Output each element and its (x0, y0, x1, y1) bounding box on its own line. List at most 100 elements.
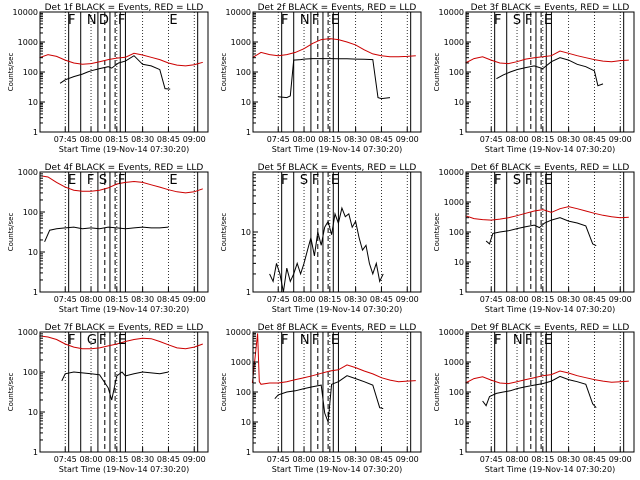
y-tick-label: 1 (33, 448, 38, 457)
y-tick-label: 10000 (13, 8, 38, 17)
y-tick-label: 10 (241, 418, 251, 427)
series-events-line (269, 206, 384, 293)
segment-marker-label: S (300, 173, 308, 188)
series-lld-line (465, 206, 629, 221)
x-tick-label: 09:00 (396, 295, 419, 304)
panel-title: Det 6f BLACK = Events, RED = LLD (471, 163, 630, 173)
segment-marker-label: F (494, 173, 501, 188)
segment-marker-label: N (300, 13, 310, 28)
x-tick-label: 08:15 (105, 455, 128, 464)
panel-title: Det 3f BLACK = Events, RED = LLD (471, 3, 630, 13)
y-tick-label: 1 (33, 128, 38, 137)
y-tick-label: 10000 (226, 328, 251, 337)
y-tick-label: 10000 (226, 8, 251, 17)
y-axis-label: Counts/sec (7, 53, 15, 92)
x-tick-label: 08:45 (370, 455, 393, 464)
x-tick-label: 07:45 (267, 455, 290, 464)
x-tick-label: 07:45 (267, 135, 290, 144)
y-axis-label: Counts/sec (433, 53, 441, 92)
x-tick-label: 08:00 (505, 295, 528, 304)
series-lld-line (39, 335, 203, 350)
panel-title: Det 4f BLACK = Events, RED = LLD (45, 163, 204, 173)
x-tick-label: 08:30 (557, 135, 580, 144)
segment-marker-label: S (513, 173, 521, 188)
x-tick-label: 08:30 (131, 135, 154, 144)
y-tick-label: 100 (449, 228, 464, 237)
x-tick-label: 08:00 (79, 135, 102, 144)
y-tick-label: 1000 (444, 358, 464, 367)
segment-marker-label: F (312, 13, 319, 28)
y-tick-label: 1 (246, 128, 251, 137)
series-events-line (278, 58, 391, 100)
panel-title: Det 7f BLACK = Events, RED = LLD (45, 323, 204, 333)
x-tick-label: 08:15 (531, 455, 554, 464)
y-tick-label: 10 (28, 408, 38, 417)
y-tick-label: 10000 (439, 328, 464, 337)
x-tick-label: 08:30 (131, 295, 154, 304)
x-tick-label: 08:00 (292, 295, 315, 304)
y-tick-label: 1000 (231, 358, 251, 367)
x-tick-label: 08:45 (157, 135, 180, 144)
segment-marker-label: F (525, 13, 532, 28)
x-tick-label: 08:00 (79, 455, 102, 464)
series-lld-line (39, 52, 203, 67)
x-tick-label: 08:00 (505, 455, 528, 464)
series-events-line (44, 226, 169, 243)
series-events-line (274, 375, 384, 423)
series-events-line (496, 57, 604, 87)
y-tick-label: 100 (236, 68, 251, 77)
y-axis-label: Counts/sec (220, 53, 228, 92)
x-tick-label: 09:00 (396, 135, 419, 144)
y-tick-label: 10 (454, 258, 464, 267)
series-events-line (482, 375, 597, 409)
plot-frame (39, 331, 209, 453)
x-tick-label: 08:15 (105, 135, 128, 144)
y-tick-label: 1000 (231, 38, 251, 47)
x-tick-label: 09:00 (609, 135, 632, 144)
segment-marker-label: E (331, 173, 339, 188)
y-tick-label: 10 (454, 98, 464, 107)
segment-marker-label: N (300, 333, 310, 348)
x-tick-label: 07:45 (54, 135, 77, 144)
x-tick-label: 08:45 (157, 455, 180, 464)
segment-marker-label: E (68, 173, 76, 188)
plot-frame (39, 171, 209, 293)
x-tick-label: 07:45 (267, 295, 290, 304)
series-lld-line (251, 333, 416, 385)
y-tick-label: 1 (459, 128, 464, 137)
series-events-line (485, 217, 597, 247)
segment-marker-label: F (118, 173, 125, 188)
segment-marker-label: F (281, 173, 288, 188)
segment-marker-label: E (169, 13, 177, 28)
segment-marker-label: F (312, 333, 319, 348)
y-tick-label: 10 (241, 228, 251, 237)
y-tick-label: 100 (23, 68, 38, 77)
y-tick-label: 100 (23, 368, 38, 377)
x-tick-label: 08:30 (557, 295, 580, 304)
y-tick-label: 1000 (444, 198, 464, 207)
x-tick-label: 08:45 (583, 295, 606, 304)
y-axis-label: Counts/sec (433, 213, 441, 252)
y-tick-label: 10 (28, 98, 38, 107)
series-events-line (61, 371, 169, 401)
x-axis-label: Start Time (19-Nov-14 07:30:20) (59, 465, 189, 474)
y-tick-label: 1000 (444, 38, 464, 47)
x-tick-label: 09:00 (609, 295, 632, 304)
y-tick-label: 1000 (18, 38, 38, 47)
segment-marker-label: E (544, 333, 552, 348)
x-axis-label: Start Time (19-Nov-14 07:30:20) (485, 465, 615, 474)
y-tick-label: 1000 (18, 328, 38, 337)
x-tick-label: 08:45 (157, 295, 180, 304)
segment-marker-label: F (99, 333, 106, 348)
y-axis-label: Counts/sec (220, 373, 228, 412)
segment-marker-label: G (87, 333, 97, 348)
series-events-line (59, 55, 171, 90)
segment-marker-label: S (513, 13, 521, 28)
segment-marker-label: E (331, 333, 339, 348)
